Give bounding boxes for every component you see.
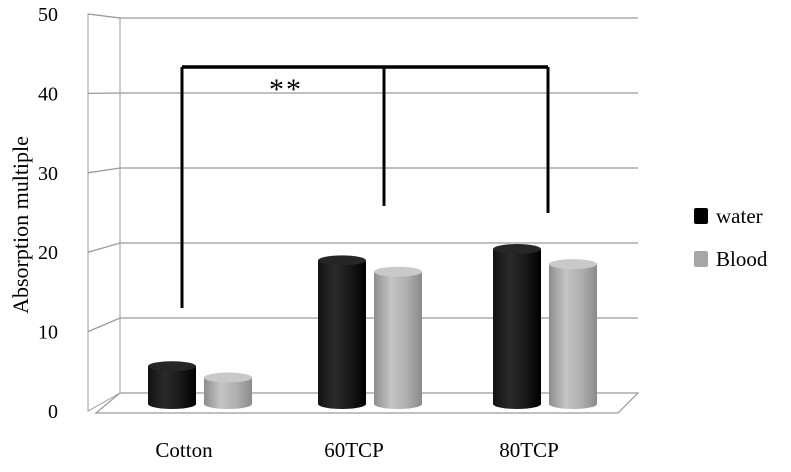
bar-top	[374, 266, 422, 277]
bar-top	[204, 372, 252, 383]
bar-water-80tcp	[493, 244, 541, 409]
y-tick-label: 40	[38, 83, 58, 105]
y-axis-label: Absorption multiple	[8, 136, 33, 314]
bar-top	[318, 255, 366, 266]
side-wall	[87, 13, 121, 412]
legend-swatch	[694, 251, 708, 267]
legend: water Blood	[694, 204, 768, 271]
legend-label: Blood	[716, 247, 768, 271]
chart-walls	[87, 13, 121, 412]
gridline	[87, 13, 638, 19]
legend-swatch	[694, 208, 708, 224]
legend-label: water	[716, 204, 763, 228]
y-tick-label: 0	[48, 401, 58, 423]
bar-water-cotton	[148, 361, 196, 409]
gridlines	[87, 13, 638, 411]
x-tick-label: 80TCP	[499, 438, 559, 462]
bar-top	[549, 259, 597, 270]
bar-body	[204, 377, 252, 409]
bar-top	[493, 244, 541, 255]
significance-label: **	[269, 73, 303, 106]
y-tick-label: 50	[38, 4, 58, 26]
bar-series	[148, 244, 597, 409]
bar-body	[374, 271, 422, 409]
x-tick-label: 60TCP	[324, 438, 384, 462]
x-axis-categories: Cotton 60TCP 80TCP	[155, 438, 558, 462]
gridline	[87, 167, 638, 174]
bar-blood-cotton	[204, 372, 252, 409]
y-tick-label: 20	[38, 242, 58, 264]
bar-water-60tcp	[318, 255, 366, 409]
gridline	[87, 242, 638, 253]
x-tick-label: Cotton	[155, 438, 213, 462]
bar-body	[148, 366, 196, 409]
y-axis-ticks: 0 10 20 30 40 50	[38, 4, 58, 423]
bar-body	[318, 260, 366, 409]
significance-bracket: **	[180, 65, 550, 308]
bar-top	[148, 361, 196, 372]
bar-blood-80tcp	[549, 259, 597, 409]
y-tick-label: 10	[38, 322, 58, 344]
y-tick-label: 30	[38, 163, 58, 185]
bar-body	[549, 264, 597, 409]
bar-blood-60tcp	[374, 266, 422, 409]
gridline	[87, 317, 638, 333]
bar-body	[493, 249, 541, 409]
